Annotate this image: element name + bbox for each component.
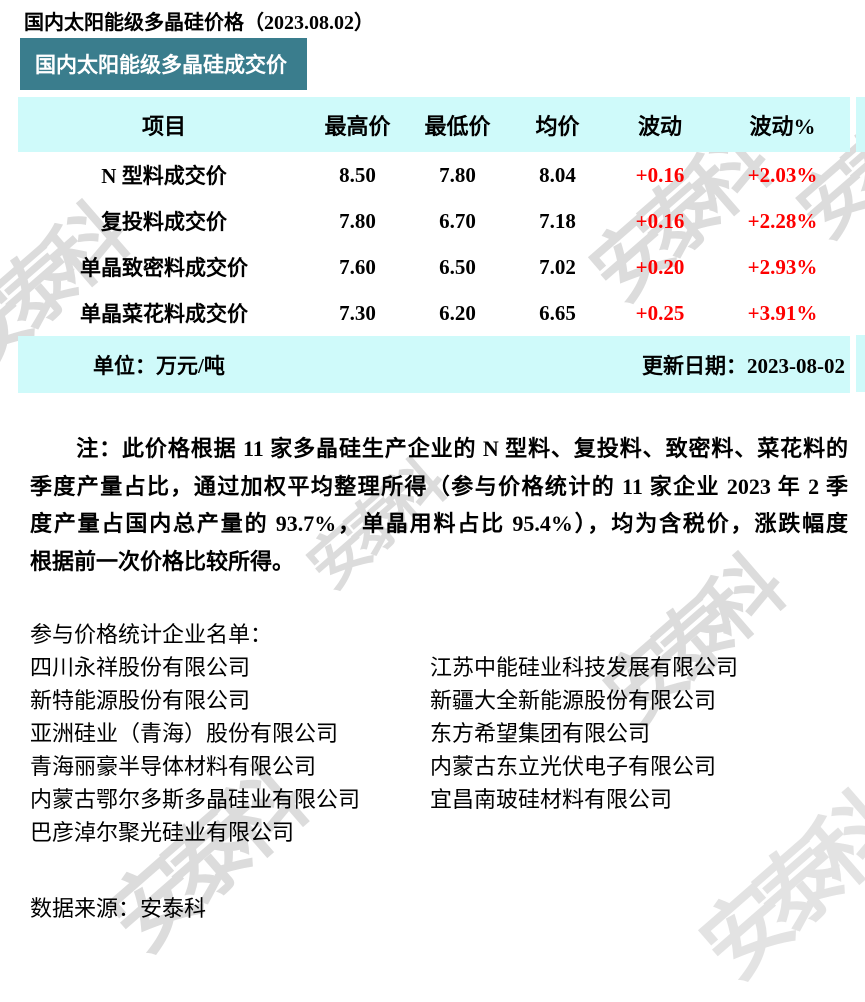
participants-row: 内蒙古鄂尔多斯多晶硅业有限公司 宜昌南玻硅材料有限公司 [30, 783, 848, 816]
footnote-line: 注：此价格根据 11 家多晶硅生产企业的 N 型料、复投料、致密料、菜花料的 [76, 436, 848, 461]
table-row: 复投料成交价 7.80 6.70 7.18 +0.16 +2.28% [18, 198, 850, 244]
participants-heading: 参与价格统计企业名单： [30, 622, 273, 647]
footnote-line: 季度产量占比，通过加权平均整理所得（参与价格统计的 11 家企业 2023 年 … [30, 473, 848, 499]
row-change-pct-value: +3.91% [747, 300, 818, 325]
participants-section: 参与价格统计企业名单： 四川永祥股份有限公司 江苏中能硅业科技发展有限公司 新特… [30, 618, 848, 849]
row-item-label: 单晶致密料成交价 [80, 256, 248, 280]
row-low-value: 7.80 [439, 162, 476, 187]
company-name [430, 816, 848, 849]
participants-row: 青海丽豪半导体材料有限公司 内蒙古东立光伏电子有限公司 [30, 750, 848, 783]
company-name: 四川永祥股份有限公司 [30, 655, 251, 680]
document-body: 国内太阳能级多晶硅价格（2023.08.02） 国内太阳能级多晶硅成交价 项目 … [18, 12, 865, 921]
column-header-high: 最高价 [324, 113, 391, 139]
row-high-value: 8.50 [339, 162, 376, 187]
row-change-value: +0.25 [635, 300, 685, 325]
participants-row: 四川永祥股份有限公司 江苏中能硅业科技发展有限公司 [30, 651, 848, 684]
row-low-value: 6.70 [439, 208, 476, 233]
row-change-value: +0.16 [635, 208, 685, 233]
row-low-value: 6.50 [439, 254, 476, 279]
company-name: 新特能源股份有限公司 [30, 688, 251, 713]
column-header-low: 最低价 [424, 113, 491, 139]
price-table: 项目 最高价 最低价 均价 波动 波动% N 型料成交价 8.50 7.80 8… [18, 97, 865, 393]
row-item-label: N 型料成交价 [101, 164, 227, 188]
column-header-change-pct: 波动% [749, 113, 816, 139]
table-edge-sliver-top [856, 97, 865, 152]
table-row: 单晶菜花料成交价 7.30 6.20 6.65 +0.25 +3.91% [18, 290, 850, 336]
column-header-avg: 均价 [535, 113, 580, 139]
participants-row: 亚洲硅业（青海）股份有限公司 东方希望集团有限公司 [30, 717, 848, 750]
section-banner-label: 国内太阳能级多晶硅成交价 [35, 53, 287, 77]
row-item-label: 复投料成交价 [101, 210, 227, 234]
section-banner: 国内太阳能级多晶硅成交价 [20, 38, 307, 90]
participants-row: 新特能源股份有限公司 新疆大全新能源股份有限公司 [30, 684, 848, 717]
company-name: 青海丽豪半导体材料有限公司 [30, 754, 317, 779]
company-name: 亚洲硅业（青海）股份有限公司 [30, 721, 339, 746]
company-name: 巴彦淖尔聚光硅业有限公司 [30, 820, 295, 845]
table-footer-row: 单位：万元/吨 更新日期：2023-08-02 [18, 336, 850, 393]
table-edge-sliver-bottom [856, 335, 865, 392]
row-high-value: 7.30 [339, 300, 376, 325]
row-avg-value: 6.65 [539, 300, 576, 325]
row-low-value: 6.20 [439, 300, 476, 325]
footnote-line: 根据前一次价格比较所得。 [30, 548, 295, 574]
table-row: 单晶致密料成交价 7.60 6.50 7.02 +0.20 +2.93% [18, 244, 850, 290]
data-source-label: 数据来源：安泰科 [30, 896, 207, 921]
row-high-value: 7.80 [339, 208, 376, 233]
row-avg-value: 8.04 [539, 162, 576, 187]
update-date-label: 更新日期：2023-08-02 [642, 353, 845, 378]
row-change-pct-value: +2.93% [747, 254, 818, 279]
page-title: 国内太阳能级多晶硅价格（2023.08.02） [24, 12, 374, 34]
row-change-value: +0.20 [635, 254, 685, 279]
row-item-label: 单晶菜花料成交价 [80, 302, 248, 326]
company-name: 内蒙古东立光伏电子有限公司 [430, 754, 717, 779]
row-avg-value: 7.02 [539, 254, 576, 279]
row-change-pct-value: +2.03% [747, 162, 818, 187]
unit-label: 单位：万元/吨 [93, 353, 225, 378]
company-name: 内蒙古鄂尔多斯多晶硅业有限公司 [30, 787, 361, 812]
column-header-change: 波动 [637, 113, 682, 139]
row-change-value: +0.16 [635, 162, 685, 187]
row-change-pct-value: +2.28% [747, 208, 818, 233]
company-name: 新疆大全新能源股份有限公司 [430, 688, 717, 713]
company-name: 东方希望集团有限公司 [430, 721, 651, 746]
column-header-item: 项目 [141, 113, 186, 139]
company-name: 江苏中能硅业科技发展有限公司 [430, 655, 739, 680]
footnote-line: 度产量占国内总产量的 93.7%，单晶用料占比 95.4%），均为含税价，涨跌幅… [30, 511, 848, 536]
company-name: 宜昌南玻硅材料有限公司 [430, 787, 673, 812]
row-avg-value: 7.18 [539, 208, 576, 233]
participants-row: 巴彦淖尔聚光硅业有限公司 [30, 816, 848, 849]
table-header-row: 项目 最高价 最低价 均价 波动 波动% [18, 97, 850, 152]
row-high-value: 7.60 [339, 254, 376, 279]
table-row: N 型料成交价 8.50 7.80 8.04 +0.16 +2.03% [18, 152, 850, 198]
footnote-paragraph: 注：此价格根据 11 家多晶硅生产企业的 N 型料、复投料、致密料、菜花料的 季… [30, 430, 848, 580]
